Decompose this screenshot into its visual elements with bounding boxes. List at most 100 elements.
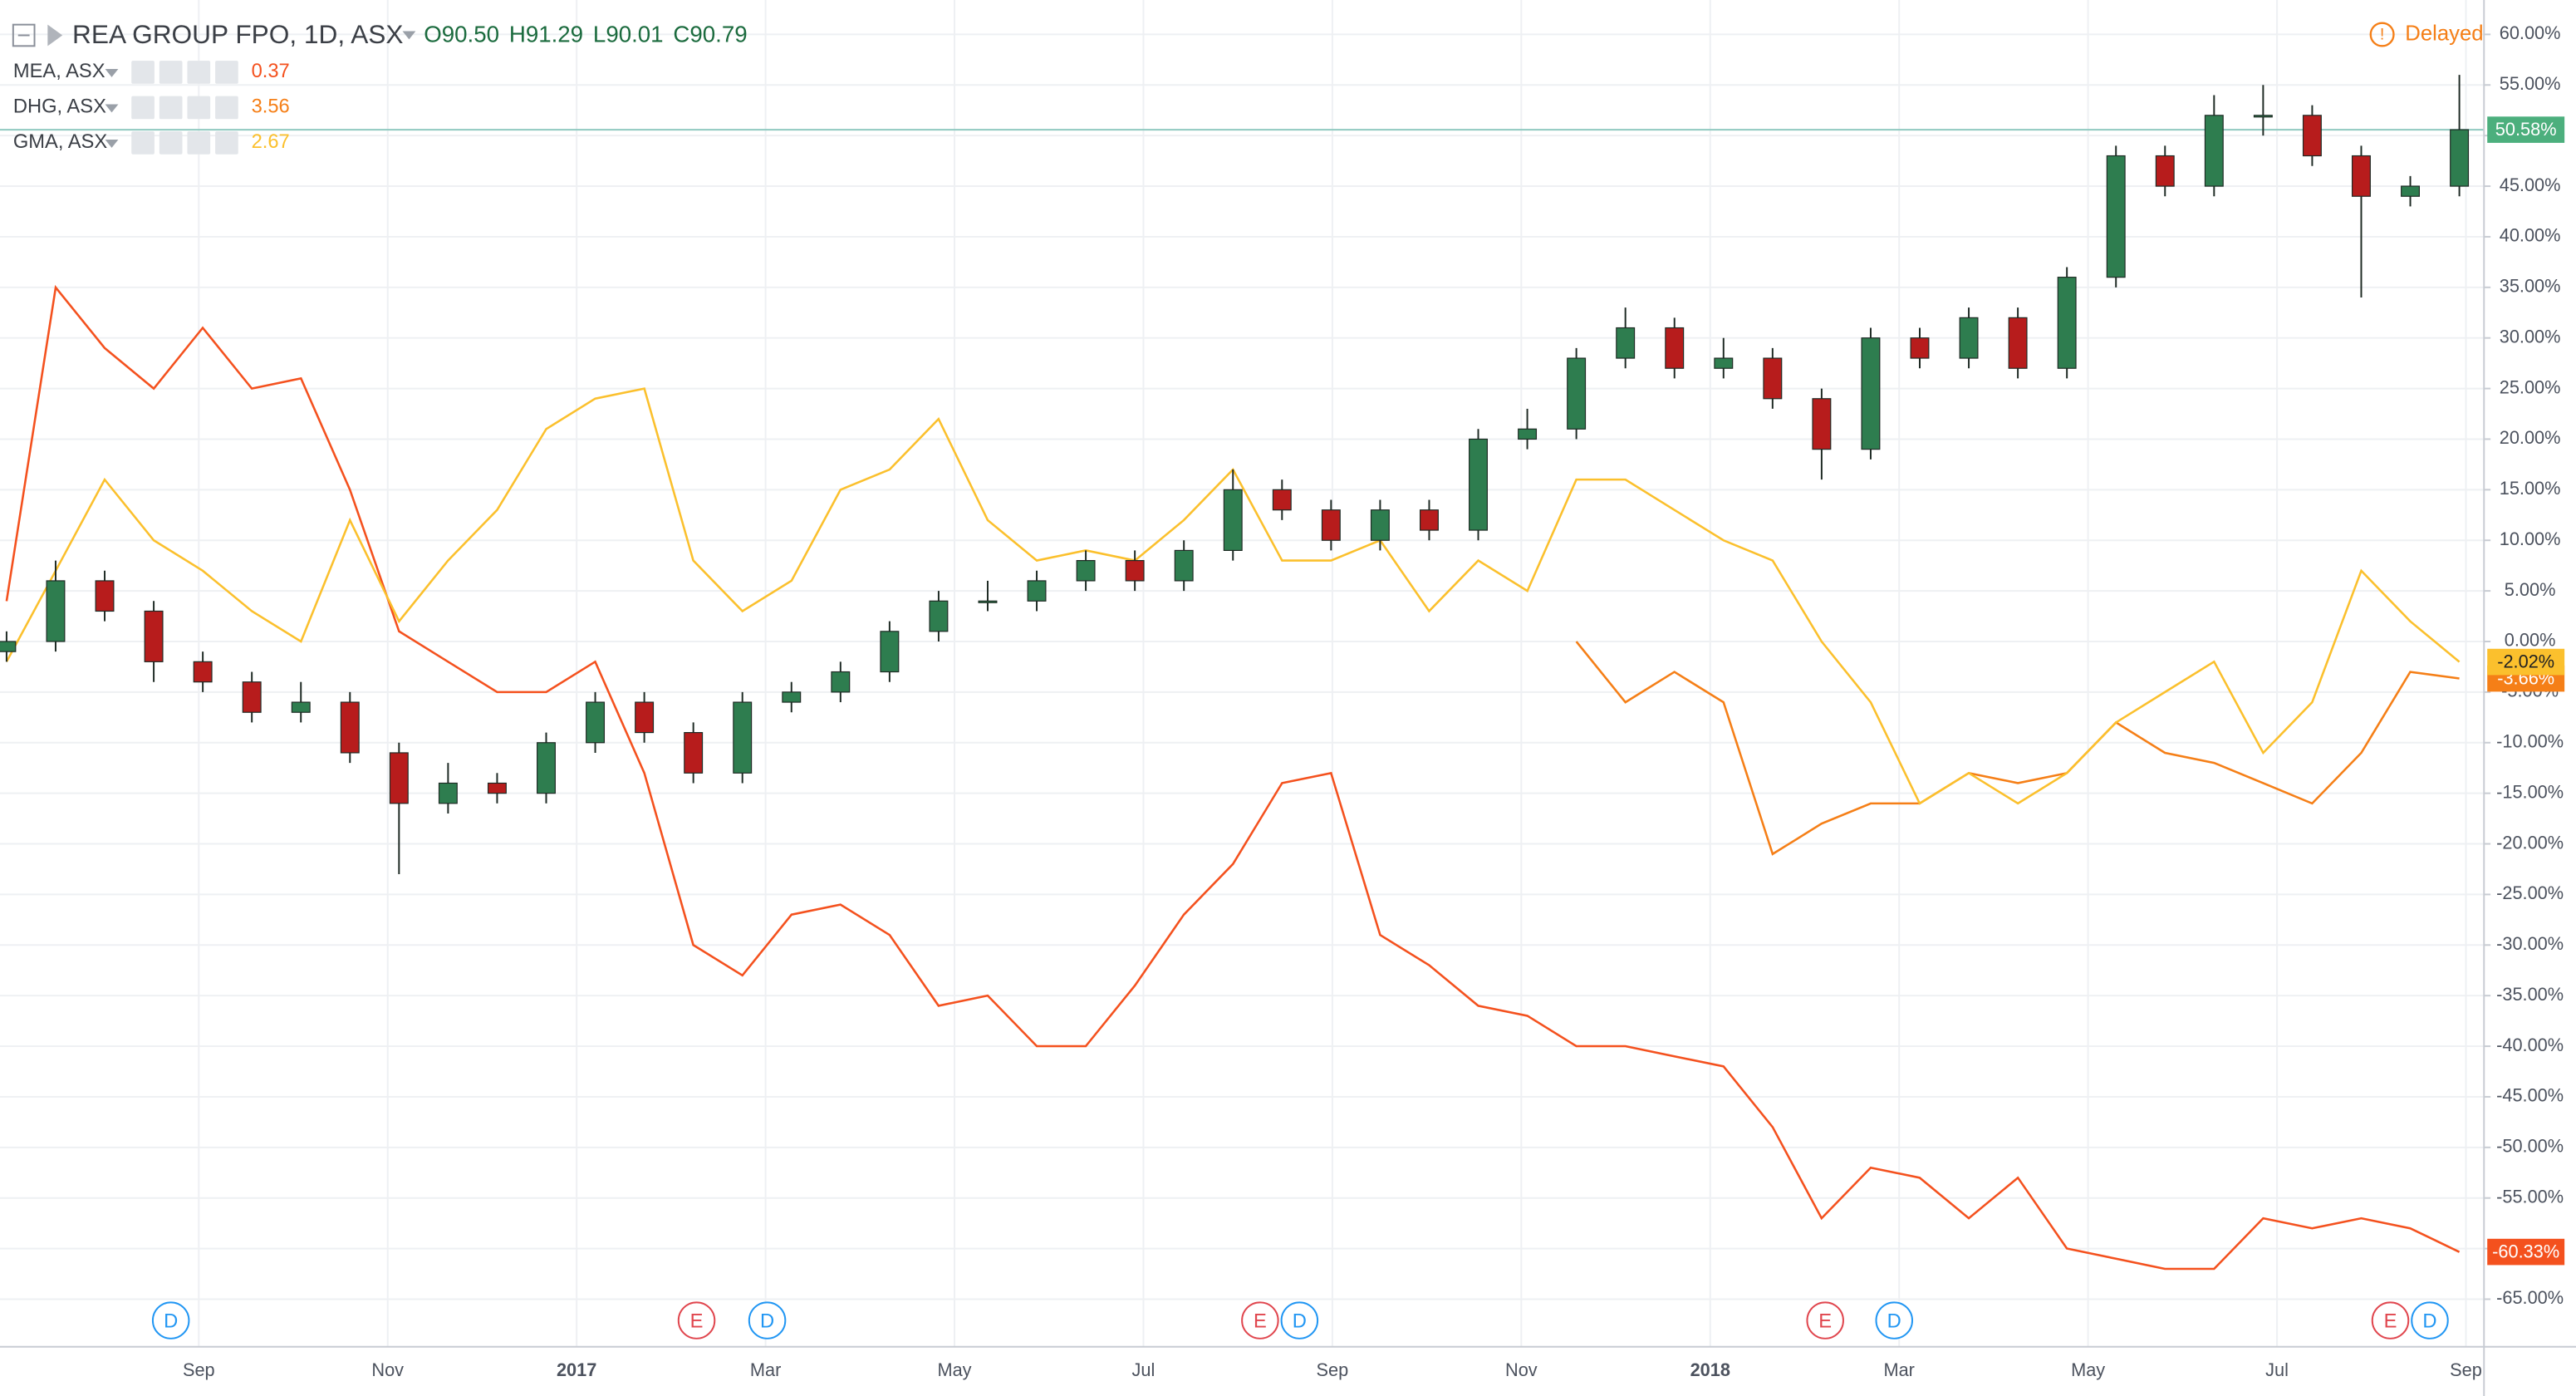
- candle-body: [1567, 357, 1587, 430]
- legend-button[interactable]: [131, 131, 155, 155]
- legend-button[interactable]: [215, 131, 238, 155]
- legend: MEA, ASX 0.37 DHG, ASX 3.56 GMA, ASX 2.67: [13, 61, 290, 155]
- line-series: [1575, 641, 2460, 856]
- event-marker[interactable]: [1806, 1301, 1844, 1339]
- legend-button[interactable]: [159, 131, 183, 155]
- candle-body: [537, 742, 556, 794]
- flag-icon[interactable]: [47, 24, 63, 47]
- legend-button[interactable]: [159, 96, 183, 120]
- event-marker[interactable]: [677, 1301, 716, 1339]
- candle-body: [2057, 277, 2077, 369]
- quote-field: O90.50: [424, 22, 499, 47]
- collapse-icon[interactable]: [12, 23, 36, 47]
- legend-button[interactable]: [187, 61, 211, 84]
- candle-body: [46, 580, 66, 642]
- candle-body: [1910, 337, 1930, 359]
- dropdown-icon[interactable]: [402, 31, 416, 40]
- y-tick-label: -65.00%: [2496, 1287, 2564, 1308]
- candle-body: [978, 600, 998, 603]
- candle-body: [1174, 549, 1194, 582]
- y-tick-label: 20.00%: [2500, 427, 2561, 448]
- price-tag-label: -60.33%: [2492, 1241, 2559, 1261]
- y-tick-label: -30.00%: [2496, 933, 2564, 954]
- y-tick-label: 55.00%: [2500, 73, 2561, 94]
- y-tick-label: -55.00%: [2496, 1186, 2564, 1207]
- event-marker[interactable]: [151, 1301, 190, 1339]
- price-tag-label: 50.58%: [2495, 119, 2557, 140]
- candle-body: [1469, 438, 1488, 531]
- candle-body: [1518, 428, 1538, 440]
- y-tick-label: 45.00%: [2500, 174, 2561, 195]
- candle-body: [1321, 509, 1341, 541]
- event-label: E: [2384, 1310, 2397, 1332]
- event-marker[interactable]: [2371, 1301, 2410, 1339]
- legend-button[interactable]: [215, 96, 238, 120]
- candle-body: [782, 691, 802, 703]
- candle-body: [2106, 155, 2126, 278]
- x-tick-label: 2017: [557, 1359, 596, 1380]
- event-marker[interactable]: [748, 1301, 787, 1339]
- y-tick-label: 35.00%: [2500, 276, 2561, 297]
- legend-button[interactable]: [187, 96, 211, 120]
- quote-field: L90.01: [593, 22, 664, 47]
- legend-button[interactable]: [215, 61, 238, 84]
- candle-body: [144, 610, 164, 662]
- candle-body: [193, 661, 213, 683]
- event-marker[interactable]: [1241, 1301, 1279, 1339]
- y-tick-label: 0.00%: [2505, 630, 2556, 651]
- legend-button[interactable]: [159, 61, 183, 84]
- candle-body: [2155, 155, 2175, 187]
- x-tick-label: Sep: [183, 1359, 215, 1380]
- event-label: E: [690, 1310, 704, 1332]
- candle-body: [1027, 580, 1047, 602]
- candle-body: [733, 701, 753, 774]
- candle-body: [1125, 559, 1145, 582]
- y-tick-label: -20.00%: [2496, 832, 2564, 853]
- candle-body: [929, 600, 949, 632]
- candle-body: [831, 671, 851, 693]
- status-icon-mark: !: [2380, 26, 2385, 44]
- x-tick-label: Sep: [1317, 1359, 1349, 1380]
- status[interactable]: Delayed: [2405, 22, 2483, 45]
- candle-body: [95, 580, 115, 612]
- candle-body: [880, 631, 900, 673]
- event-label: E: [1818, 1310, 1832, 1332]
- quote-field: H91.29: [509, 22, 583, 47]
- legend-dropdown[interactable]: [105, 104, 119, 113]
- candle-body: [389, 752, 409, 804]
- x-tick-label: Mar: [750, 1359, 781, 1380]
- candle-body: [586, 701, 606, 744]
- legend-value: 2.67: [252, 131, 290, 153]
- legend-dropdown[interactable]: [105, 69, 119, 77]
- x-tick-label: Nov: [371, 1359, 404, 1380]
- event-marker[interactable]: [2411, 1301, 2449, 1339]
- legend-button[interactable]: [131, 96, 155, 120]
- legend-button[interactable]: [187, 131, 211, 155]
- candle-body: [684, 731, 704, 774]
- candle-body: [1763, 357, 1783, 400]
- y-tick-label: 30.00%: [2500, 326, 2561, 347]
- event-label: D: [760, 1310, 774, 1332]
- event-marker[interactable]: [1280, 1301, 1319, 1339]
- legend-button[interactable]: [131, 61, 155, 84]
- price-tag: [2487, 648, 2565, 676]
- legend-dropdown[interactable]: [105, 140, 119, 148]
- candle-body: [340, 701, 360, 754]
- grid: [0, 0, 2485, 1347]
- event-label: D: [164, 1310, 178, 1332]
- y-tick-label: 60.00%: [2500, 22, 2561, 43]
- event-marker[interactable]: [1875, 1301, 1914, 1339]
- legend-value: 3.56: [252, 96, 290, 118]
- y-tick-label: -45.00%: [2496, 1085, 2564, 1106]
- legend-value: 0.37: [252, 61, 290, 82]
- candle-body: [2253, 115, 2273, 118]
- y-tick-label: 25.00%: [2500, 376, 2561, 397]
- x-tick-label: May: [2071, 1359, 2105, 1380]
- candle-body: [2450, 129, 2470, 187]
- price-tag: [2487, 116, 2565, 143]
- candle-body: [1959, 317, 1979, 359]
